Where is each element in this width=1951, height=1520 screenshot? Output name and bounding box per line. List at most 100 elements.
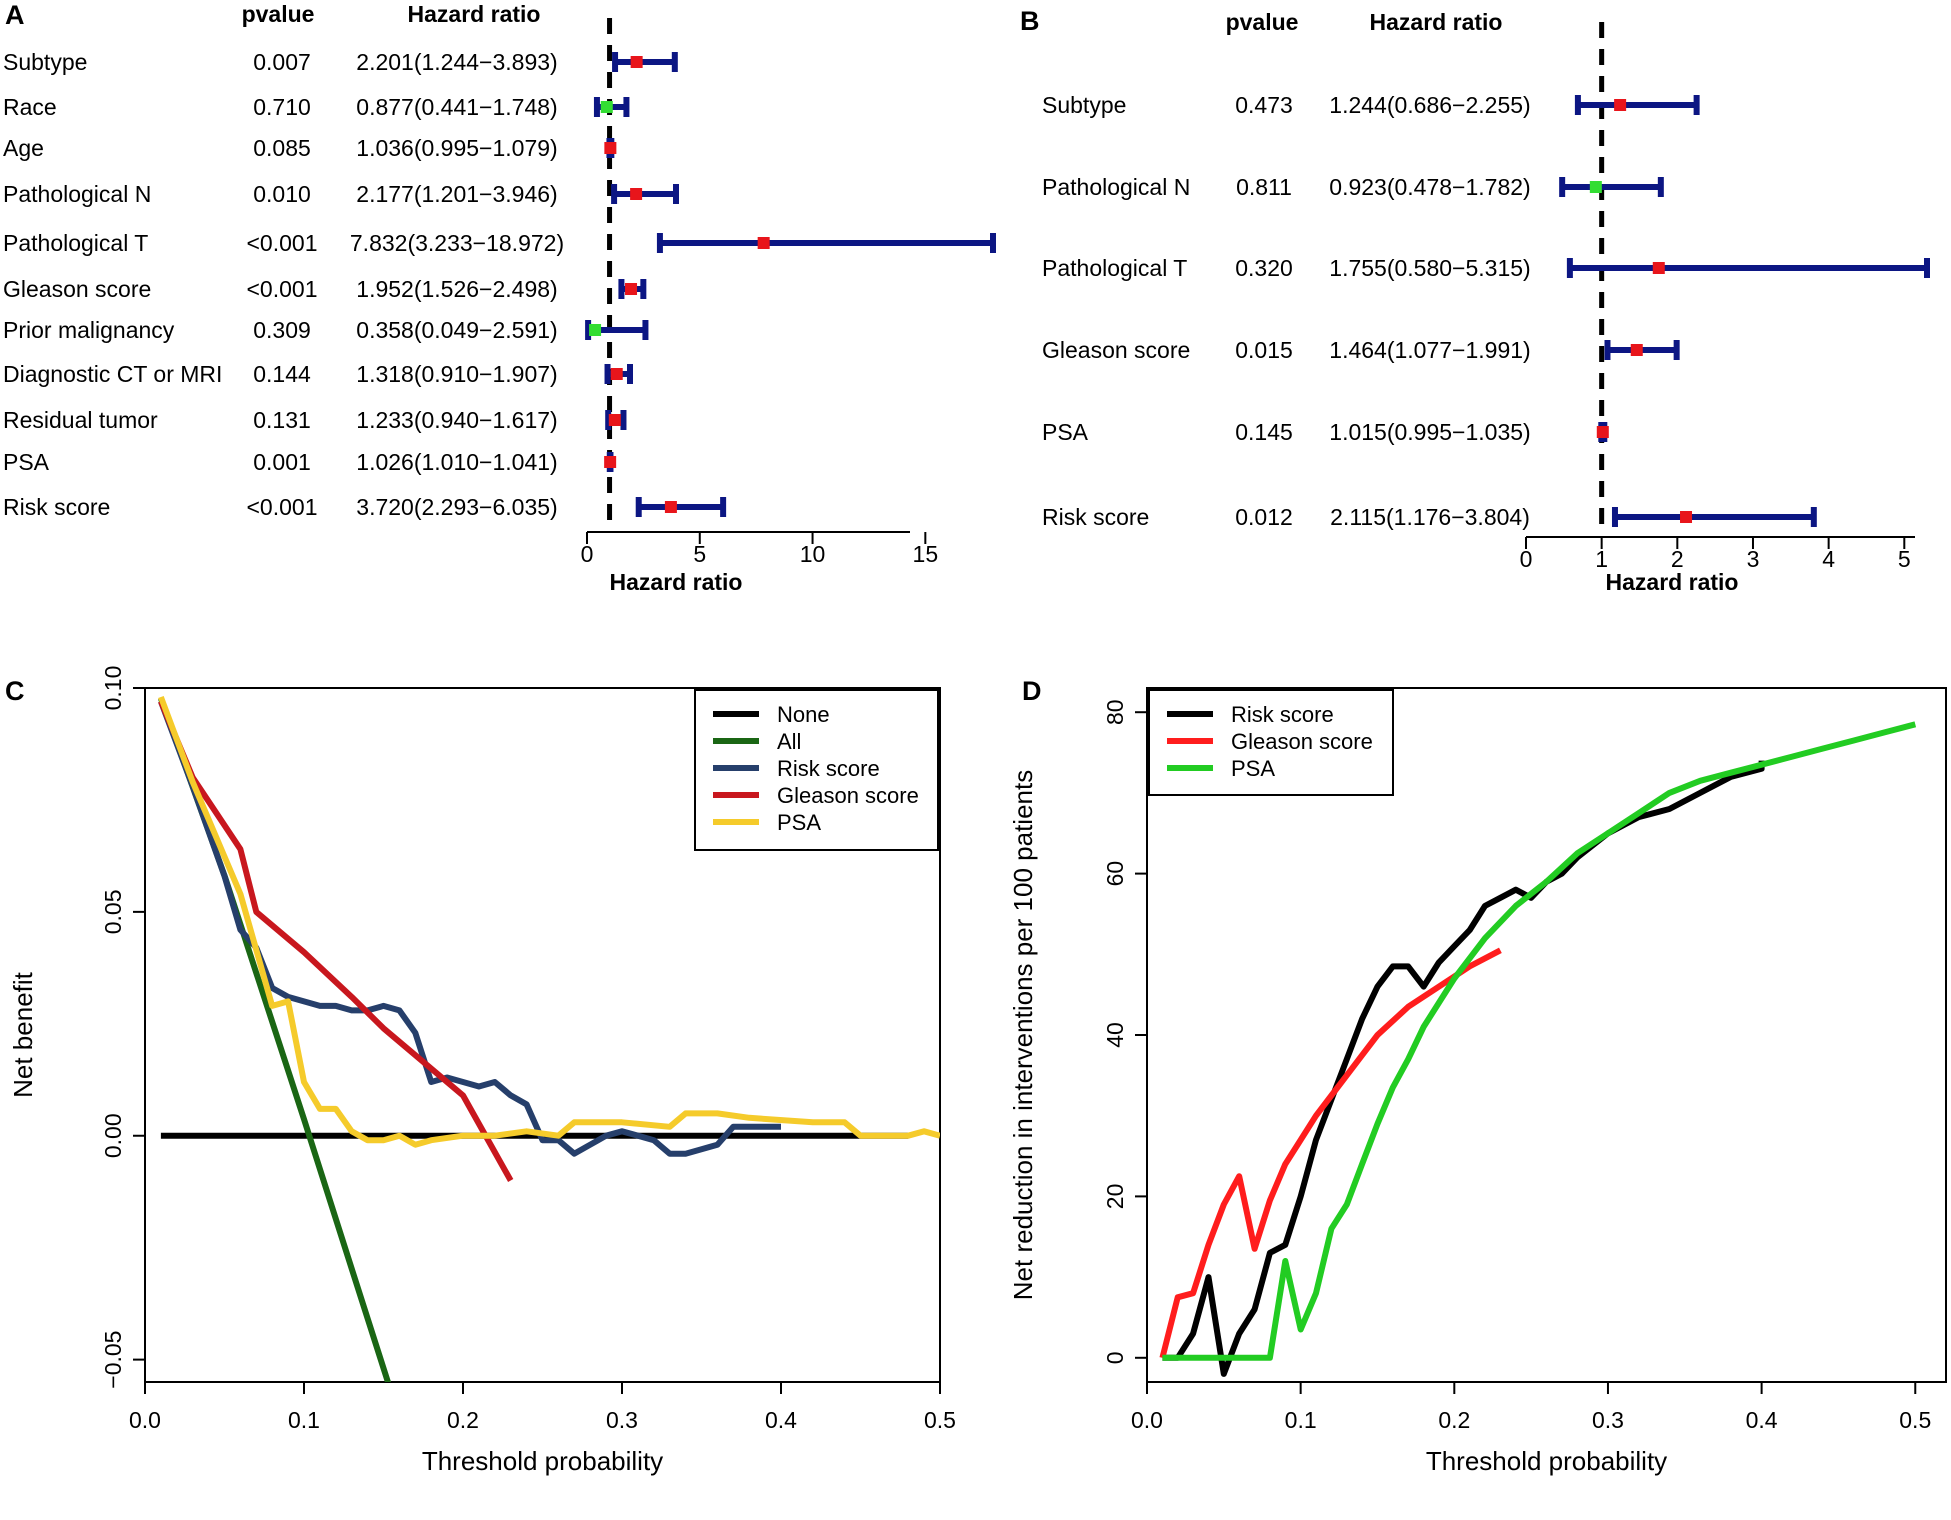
row-hazard-ratio: 1.233(0.940−1.617) — [356, 407, 557, 433]
row-hazard-ratio: 0.358(0.049−2.591) — [356, 317, 557, 343]
legend-label: Gleason score — [777, 783, 919, 808]
hr-point — [1589, 181, 1602, 193]
x-tick-label: 1 — [1595, 546, 1608, 572]
x-tick-label: 4 — [1822, 546, 1835, 572]
row-hazard-ratio: 1.015(0.995−1.035) — [1329, 419, 1530, 445]
hr-point — [625, 283, 638, 295]
series-line-gleason-score — [1159, 947, 1502, 1359]
row-label: Gleason score — [3, 276, 151, 302]
row-hazard-ratio: 1.026(1.010−1.041) — [356, 449, 557, 475]
row-label: Gleason score — [1042, 337, 1190, 363]
panel-letter: B — [1020, 6, 1040, 36]
x-tick-label: 10 — [800, 541, 826, 567]
x-tick-label: 0.5 — [924, 1407, 956, 1433]
row-hazard-ratio: 1.464(1.077−1.991) — [1329, 337, 1530, 363]
row-pvalue: 0.811 — [1236, 174, 1292, 200]
row-pvalue: 0.015 — [1235, 337, 1293, 363]
row-hazard-ratio: 1.952(1.526−2.498) — [356, 276, 557, 302]
series-line-gleason-score — [158, 700, 514, 1182]
row-hazard-ratio: 7.832(3.233−18.972) — [350, 230, 564, 256]
x-tick-label: 0 — [581, 541, 594, 567]
plot-frame — [144, 687, 941, 1383]
panel-D: D 0.0 0.1 0.2 0.3 0.4 0.5 0 20 40 60 80 Threshold pr… — [1008, 676, 1947, 1476]
row-pvalue: 0.010 — [253, 181, 311, 207]
legend-label: PSA — [1231, 756, 1275, 781]
hazard-ratio-header: Hazard ratio — [1370, 9, 1503, 35]
hr-point — [600, 101, 613, 113]
row-hazard-ratio: 0.877(0.441−1.748) — [356, 94, 557, 120]
hr-point — [630, 188, 643, 200]
row-label: Subtype — [3, 49, 87, 75]
hr-point — [664, 501, 677, 513]
row-pvalue: 0.473 — [1235, 92, 1293, 118]
row-pvalue: 0.309 — [253, 317, 311, 343]
row-pvalue: 0.144 — [253, 361, 311, 387]
x-tick-label: 0.0 — [129, 1407, 161, 1433]
x-tick-label: 0.4 — [1746, 1407, 1778, 1433]
row-pvalue: <0.001 — [247, 276, 318, 302]
x-tick-label: 0 — [1520, 546, 1533, 572]
row-label: Pathological N — [1042, 174, 1190, 200]
row-pvalue: 0.145 — [1235, 419, 1293, 445]
row-hazard-ratio: 2.201(1.244−3.893) — [356, 49, 557, 75]
legend-label: None — [777, 702, 830, 727]
y-tick-label: 60 — [1102, 861, 1128, 887]
row-label: Diagnostic CT or MRI — [3, 361, 222, 387]
legend-label: All — [777, 729, 801, 754]
x-tick-label: 0.3 — [606, 1407, 638, 1433]
row-label: PSA — [1042, 419, 1089, 445]
y-tick-label: 0.05 — [100, 889, 126, 934]
x-tick-label: 0.3 — [1592, 1407, 1624, 1433]
row-pvalue: 0.085 — [253, 135, 311, 161]
y-tick-label: 40 — [1102, 1022, 1128, 1048]
hr-point — [1680, 511, 1693, 523]
x-tick-label: 0.2 — [1438, 1407, 1470, 1433]
hr-point — [1652, 262, 1665, 274]
x-tick-label: 0.0 — [1131, 1407, 1163, 1433]
row-pvalue: 0.131 — [253, 407, 311, 433]
row-label: Pathological N — [3, 181, 151, 207]
legend-label: Gleason score — [1231, 729, 1373, 754]
y-tick-label: 80 — [1102, 699, 1128, 725]
panel-letter: D — [1022, 676, 1042, 706]
hr-point — [608, 414, 621, 426]
panel-letter: A — [5, 0, 25, 30]
row-pvalue: 0.320 — [1235, 255, 1293, 281]
row-pvalue: 0.001 — [253, 449, 311, 475]
y-axis-title: Net benefit — [8, 971, 38, 1098]
pvalue-header: pvalue — [242, 1, 315, 27]
legend-label: PSA — [777, 810, 821, 835]
row-label: Pathological T — [3, 230, 148, 256]
row-label: Pathological T — [1042, 255, 1187, 281]
x-tick-label: 3 — [1747, 546, 1760, 572]
series-line-psa — [158, 695, 940, 1148]
panel-letter: C — [5, 676, 25, 706]
row-hazard-ratio: 2.115(1.176−3.804) — [1330, 504, 1530, 530]
row-hazard-ratio: 0.923(0.478−1.782) — [1329, 174, 1530, 200]
row-pvalue: <0.001 — [247, 494, 318, 520]
hr-point — [1596, 426, 1609, 438]
row-label: Risk score — [1042, 504, 1149, 530]
x-tick-label: 15 — [913, 541, 939, 567]
row-label: Residual tumor — [3, 407, 158, 433]
row-hazard-ratio: 1.318(0.910−1.907) — [356, 361, 557, 387]
hazard-ratio-header: Hazard ratio — [408, 1, 541, 27]
x-tick-label: 5 — [693, 541, 706, 567]
row-label: Subtype — [1042, 92, 1126, 118]
hr-point — [1630, 344, 1643, 356]
series-line-risk-score — [1162, 760, 1765, 1377]
hr-point — [604, 456, 617, 468]
hr-point — [589, 324, 602, 336]
row-pvalue: 0.710 — [253, 94, 311, 120]
y-tick-label: −0.05 — [100, 1331, 126, 1389]
hr-point — [757, 237, 770, 249]
row-pvalue: 0.012 — [1235, 504, 1293, 530]
x-tick-label: 0.4 — [765, 1407, 797, 1433]
panel-C: C 0.0 0.1 0.2 0.3 0.4 0.5 0.10 0.05 0.00 −0.05 Thre… — [5, 666, 956, 1476]
legend-label: Risk score — [1231, 702, 1334, 727]
row-hazard-ratio: 1.755(0.580−5.315) — [1329, 255, 1530, 281]
x-tick-label: 0.1 — [288, 1407, 320, 1433]
row-hazard-ratio: 1.244(0.686−2.255) — [1329, 92, 1530, 118]
